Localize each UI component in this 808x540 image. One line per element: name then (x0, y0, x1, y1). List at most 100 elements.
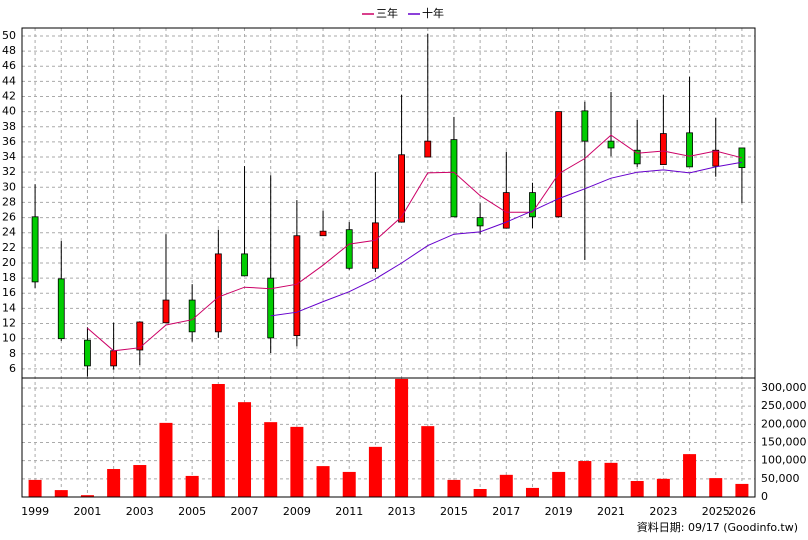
volume-bar (159, 422, 173, 497)
x-tick-label: 1999 (21, 505, 49, 518)
volume-bar (604, 462, 618, 497)
volume-bar (316, 466, 330, 497)
y-tick-label: 18 (2, 271, 16, 284)
volume-bar (80, 495, 94, 497)
y-tick-label: 10 (2, 332, 16, 345)
y-tick-label: 38 (2, 120, 16, 133)
candle-body (529, 192, 536, 218)
volume-bar (735, 483, 749, 497)
y-tick-label: 34 (2, 150, 16, 163)
x-tick-label: 2019 (545, 505, 573, 518)
y2-tick-label: 150,000 (761, 435, 807, 448)
y-tick-label: 20 (2, 256, 16, 269)
candle-body (372, 222, 379, 269)
volume-bar (656, 478, 670, 497)
volume-bar (133, 465, 147, 497)
volume-bar (238, 402, 252, 497)
volume-bar (709, 478, 723, 497)
y-tick-label: 44 (2, 74, 16, 87)
x-tick-label: 2025 (702, 505, 730, 518)
x-tick-label: 2009 (283, 505, 311, 518)
y-tick-label: 50 (2, 29, 16, 42)
y-tick-label: 24 (2, 226, 16, 239)
volume-bar (211, 383, 225, 497)
ma-line (87, 134, 743, 352)
candle-body (110, 350, 118, 367)
candle-body (345, 229, 353, 269)
x-tick-label: 2005 (178, 505, 206, 518)
x-tick-label: 2001 (73, 505, 101, 518)
y-tick-label: 28 (2, 195, 16, 208)
candle-body (633, 149, 641, 165)
y2-tick-label: 100,000 (761, 454, 807, 467)
x-tick-label: 2003 (126, 505, 154, 518)
y2-tick-label: 200,000 (761, 417, 807, 430)
legend-label: 三年 (376, 6, 398, 20)
y-tick-label: 40 (2, 105, 16, 118)
y-tick-label: 46 (2, 59, 16, 72)
candle-body (162, 299, 170, 324)
y-tick-label: 32 (2, 165, 16, 178)
ma-line (270, 161, 742, 317)
x-tick-label: 2007 (231, 505, 259, 518)
x-tick-label: 2013 (388, 505, 416, 518)
candle-body (686, 132, 693, 168)
volume-bar (552, 471, 566, 497)
y-tick-label: 22 (2, 241, 16, 254)
candle-body (398, 154, 405, 223)
legend-label: 十年 (422, 6, 444, 20)
volume-bar (578, 461, 592, 497)
y-tick-label: 30 (2, 180, 16, 193)
volume-bar (368, 446, 382, 497)
x-tick-label: 2023 (649, 505, 677, 518)
candle-body (476, 217, 484, 227)
x-tick-label: 2011 (335, 505, 363, 518)
volume-bar (525, 487, 539, 497)
volume-bar (107, 469, 121, 497)
candle-body (555, 111, 563, 218)
y-tick-label: 6 (9, 362, 16, 375)
candle-body (738, 147, 746, 169)
candle-body (659, 133, 667, 165)
candle-body (136, 321, 144, 351)
volume-bar (683, 454, 697, 497)
y-tick-label: 26 (2, 211, 16, 224)
candle-body (31, 216, 39, 283)
candle-body (214, 253, 222, 333)
y-tick-label: 16 (2, 286, 16, 299)
volume-bar (54, 490, 68, 497)
y-tick-label: 36 (2, 135, 16, 148)
volume-bar (185, 475, 199, 497)
y-tick-label: 12 (2, 317, 16, 330)
volume-bar (28, 479, 42, 497)
x-tick-label: 2017 (492, 505, 520, 518)
volume-bar (264, 422, 278, 497)
footnote: 資料日期: 09/17 (Goodinfo.tw) (637, 520, 798, 534)
candle-body (581, 110, 589, 142)
y2-tick-label: 300,000 (761, 381, 807, 394)
y2-tick-label: 250,000 (761, 399, 807, 412)
volume-bar (447, 479, 461, 497)
x-tick-label: 2021 (597, 505, 625, 518)
candle-body (424, 140, 432, 158)
candle-body (607, 140, 615, 149)
y-tick-label: 42 (2, 89, 16, 102)
y-tick-label: 48 (2, 44, 16, 57)
candle-body (57, 278, 65, 340)
panel-frame (21, 377, 756, 498)
candle-body (188, 299, 196, 333)
y2-tick-label: 0 (761, 490, 768, 503)
candle-body (267, 277, 275, 339)
x-tick-label: 2015 (440, 505, 468, 518)
y-tick-label: 8 (9, 347, 16, 360)
x-tick-label: 2026 (728, 505, 756, 518)
volume-bar (473, 489, 487, 497)
candle-body (293, 235, 301, 337)
volume-bar (499, 474, 513, 497)
candle-body (241, 253, 248, 277)
candle-body (84, 339, 91, 367)
volume-bar (342, 471, 356, 497)
volume-bar (630, 481, 644, 497)
y-tick-label: 14 (2, 301, 16, 314)
